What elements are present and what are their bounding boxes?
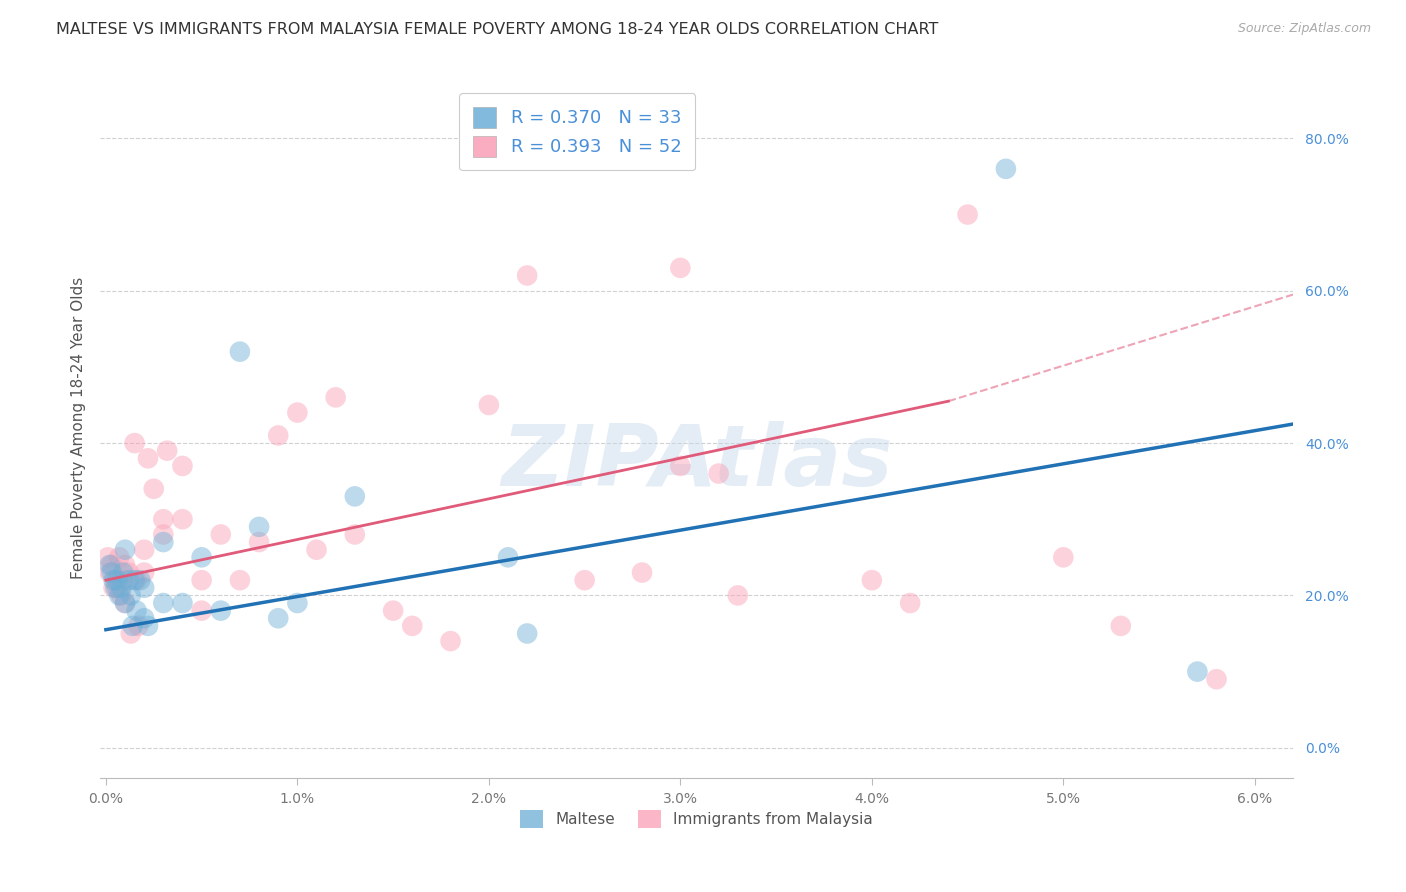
Point (229, 344, 252, 359)
Point (120, 589, 142, 603)
Point (707, 467, 730, 481)
Point (574, 573, 596, 587)
Point (105, 573, 128, 587)
Point (1109, 619, 1132, 633)
Point (104, 573, 127, 587)
Point (860, 573, 883, 587)
Point (1052, 550, 1074, 565)
Point (114, 596, 136, 610)
Point (103, 573, 125, 587)
Point (156, 443, 179, 458)
Point (98, 558, 121, 572)
Point (98, 566, 121, 580)
Point (190, 550, 212, 565)
Point (136, 619, 159, 633)
Point (103, 581, 125, 595)
Point (478, 398, 501, 412)
Point (516, 268, 538, 283)
Point (125, 573, 148, 587)
Point (124, 573, 146, 587)
Point (247, 535, 270, 549)
Point (121, 619, 143, 633)
Point (114, 596, 136, 610)
Text: MALTESE VS IMMIGRANTS FROM MALAYSIA FEMALE POVERTY AMONG 18-24 YEAR OLDS CORRELA: MALTESE VS IMMIGRANTS FROM MALAYSIA FEMA… (56, 22, 939, 37)
Point (209, 527, 232, 541)
Point (152, 527, 174, 541)
Point (994, 161, 1017, 176)
Point (209, 604, 232, 618)
Point (343, 489, 366, 503)
Point (134, 566, 156, 580)
Point (127, 619, 149, 633)
Point (114, 542, 136, 557)
Point (727, 589, 749, 603)
Point (267, 611, 290, 625)
Point (898, 596, 921, 610)
Point (118, 573, 141, 587)
Point (142, 482, 165, 496)
Point (134, 611, 156, 625)
Text: ZIPAtlas: ZIPAtlas (501, 421, 893, 504)
Point (956, 208, 979, 222)
Point (631, 566, 654, 580)
Point (172, 458, 194, 473)
Point (97, 550, 120, 565)
Point (120, 626, 142, 640)
Point (172, 512, 194, 526)
Point (114, 558, 136, 572)
Point (190, 604, 212, 618)
Point (100, 566, 122, 580)
Point (267, 428, 290, 442)
Point (190, 573, 212, 587)
Text: Source: ZipAtlas.com: Source: ZipAtlas.com (1237, 22, 1371, 36)
Point (152, 596, 174, 610)
Point (110, 581, 132, 595)
Point (343, 527, 366, 541)
Point (401, 619, 423, 633)
Point (516, 626, 538, 640)
Point (229, 573, 252, 587)
Point (285, 596, 308, 610)
Point (1187, 665, 1209, 679)
Point (382, 604, 405, 618)
Point (110, 589, 132, 603)
Point (134, 542, 156, 557)
Point (136, 451, 159, 466)
Point (112, 566, 135, 580)
Point (108, 589, 131, 603)
Point (172, 596, 194, 610)
Point (152, 512, 174, 526)
Y-axis label: Female Poverty Among 18-24 Year Olds: Female Poverty Among 18-24 Year Olds (72, 277, 86, 579)
Point (669, 458, 692, 473)
Point (1205, 672, 1227, 686)
Point (112, 573, 135, 587)
Point (496, 550, 519, 565)
Point (325, 390, 347, 404)
Point (124, 436, 146, 450)
Point (125, 604, 148, 618)
Point (100, 558, 122, 572)
Legend: Maltese, Immigrants from Malaysia: Maltese, Immigrants from Malaysia (515, 804, 879, 834)
Point (134, 581, 156, 595)
Point (669, 260, 692, 275)
Point (105, 581, 128, 595)
Point (129, 573, 152, 587)
Point (152, 535, 174, 549)
Point (104, 581, 127, 595)
Point (439, 634, 461, 648)
Point (118, 566, 141, 580)
Point (305, 542, 328, 557)
Point (108, 550, 131, 565)
Point (285, 406, 308, 420)
Point (247, 520, 270, 534)
